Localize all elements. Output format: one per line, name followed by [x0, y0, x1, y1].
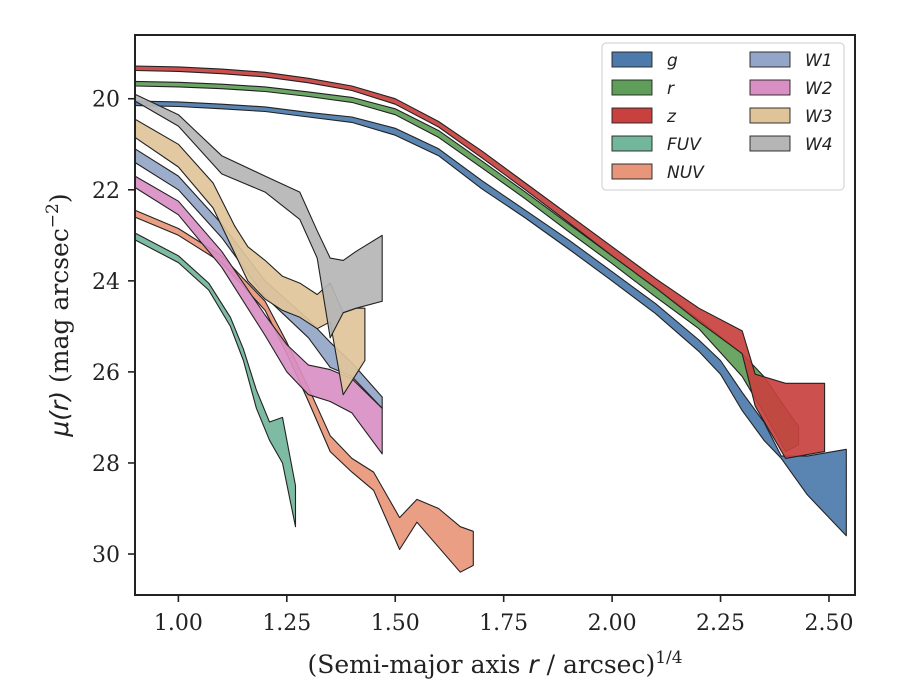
- x-tick-label: 1.75: [479, 611, 528, 636]
- y-tick-label: 20: [92, 88, 120, 113]
- x-tick-label: 1.00: [154, 611, 203, 636]
- legend-label-z: z: [666, 107, 677, 127]
- x-axis: 1.00 1.25 1.50 1.75 2.00 2.25 2.50: [154, 595, 853, 636]
- x-tick-label: 2.25: [696, 611, 745, 636]
- plot-frame: [134, 34, 856, 596]
- legend-swatch-w2: [749, 79, 791, 96]
- legend-label-w4: W4: [805, 135, 833, 155]
- band-g: [134, 100, 847, 537]
- y-axis: 20 22 24 26 28 30: [92, 88, 135, 568]
- legend-label-r: r: [667, 79, 675, 99]
- band-w4: [134, 93, 383, 339]
- band-w2: [134, 175, 383, 455]
- legend-swatch-w3: [749, 107, 791, 124]
- legend-swatch-z: [611, 107, 653, 124]
- x-tick-label: 2.00: [588, 611, 637, 636]
- y-tick-label: 30: [92, 543, 120, 568]
- legend-label-g: g: [667, 51, 678, 71]
- legend-swatch-nuv: [611, 163, 653, 180]
- y-tick-label: 24: [92, 270, 120, 295]
- band-fuv: [134, 232, 297, 528]
- y-tick-label: 28: [92, 452, 120, 477]
- y-axis-label: μ(r) (mag arcsec−2): [43, 193, 74, 437]
- legend-label-w2: W2: [805, 79, 833, 99]
- legend-label-nuv: NUV: [667, 163, 705, 183]
- series-bands: [134, 65, 847, 573]
- legend-label-w1: W1: [805, 51, 833, 71]
- y-tick-label: 22: [92, 179, 120, 204]
- band-w3: [134, 118, 366, 396]
- x-tick-label: 1.50: [371, 611, 420, 636]
- x-axis-label: (Semi-major axis r / arcsec)1/4: [307, 648, 682, 679]
- legend-swatch-w4: [749, 135, 791, 152]
- y-tick-label: 26: [92, 361, 120, 386]
- legend: grz FUV NUV W1 W2 W3 W4: [601, 42, 845, 191]
- band-z: [134, 65, 826, 459]
- legend-swatch-w1: [749, 51, 791, 68]
- x-tick-label: 1.25: [262, 611, 311, 636]
- legend-swatch-r: [611, 79, 653, 96]
- legend-label-fuv: FUV: [667, 135, 702, 155]
- legend-label-w3: W3: [805, 107, 833, 127]
- x-tick-label: 2.50: [804, 611, 853, 636]
- legend-swatch-fuv: [611, 135, 653, 152]
- legend-swatch-g: [611, 51, 653, 68]
